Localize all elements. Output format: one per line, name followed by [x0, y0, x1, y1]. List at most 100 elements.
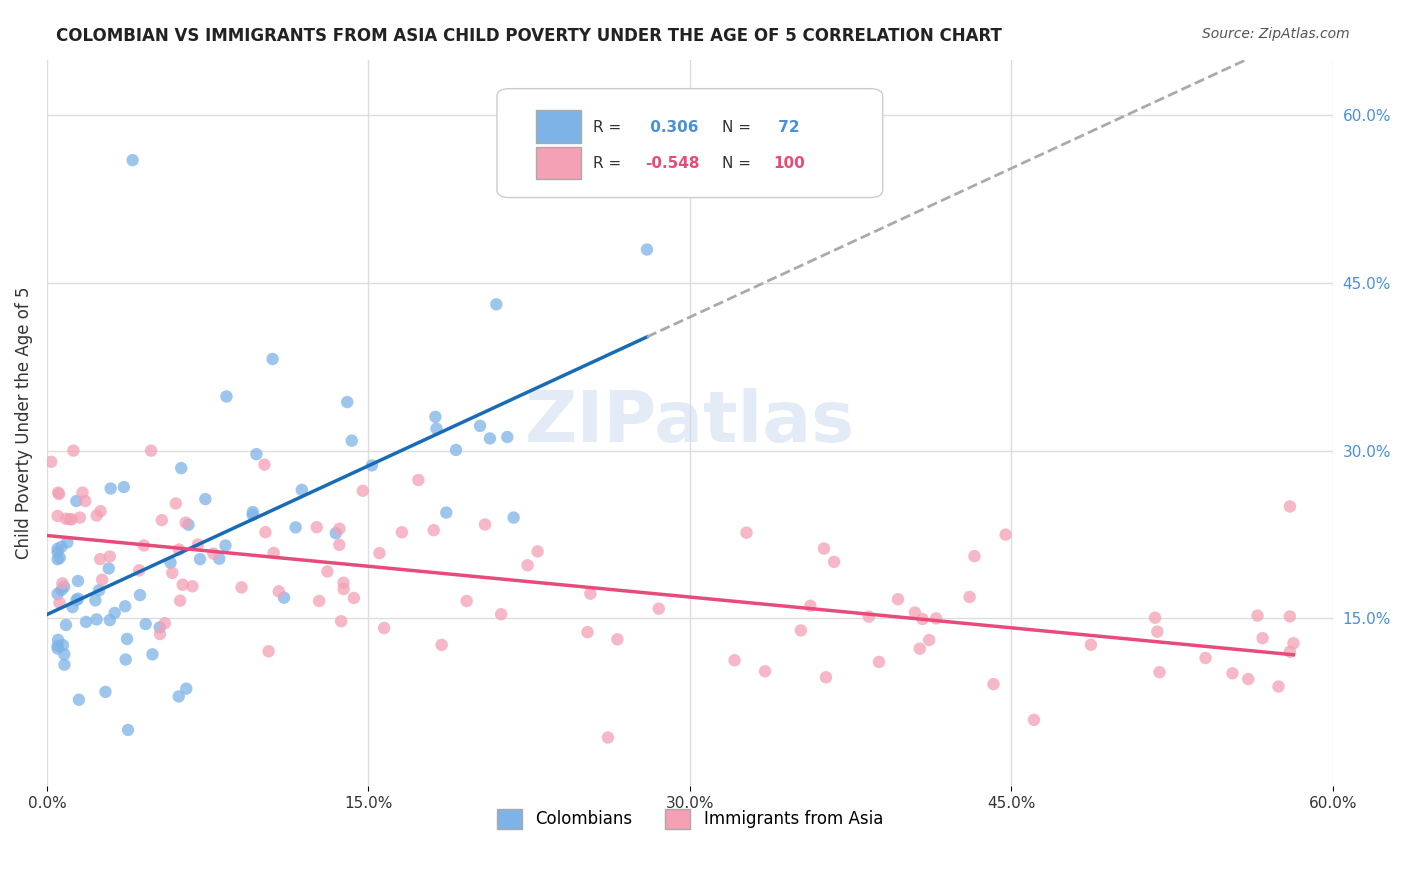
Text: R =: R =	[593, 120, 627, 135]
Point	[868, 655, 890, 669]
Point	[814, 670, 837, 684]
Point	[478, 432, 501, 446]
Point	[149, 627, 172, 641]
Point	[60, 512, 83, 526]
Point	[187, 537, 209, 551]
Point	[425, 422, 447, 436]
Point	[48, 596, 70, 610]
Point	[86, 508, 108, 523]
Point	[242, 505, 264, 519]
Point	[153, 616, 176, 631]
Point	[46, 552, 69, 566]
Text: R =: R =	[593, 156, 627, 171]
Point	[456, 594, 478, 608]
Point	[56, 535, 79, 549]
Point	[58, 512, 80, 526]
Point	[162, 566, 184, 580]
Point	[112, 480, 135, 494]
Point	[340, 434, 363, 448]
Point	[1080, 638, 1102, 652]
Point	[813, 541, 835, 556]
Point	[425, 409, 447, 424]
Point	[904, 606, 927, 620]
Text: 0.306: 0.306	[645, 120, 699, 135]
Point	[422, 523, 444, 537]
Point	[1194, 651, 1216, 665]
Text: Source: ZipAtlas.com: Source: ZipAtlas.com	[1202, 27, 1350, 41]
Point	[790, 624, 813, 638]
Point	[132, 538, 155, 552]
Point	[98, 549, 121, 564]
Point	[181, 579, 204, 593]
Point	[391, 525, 413, 540]
Point	[799, 599, 821, 613]
Point	[474, 517, 496, 532]
Point	[62, 600, 84, 615]
Point	[253, 458, 276, 472]
Point	[579, 587, 602, 601]
Point	[1278, 609, 1301, 624]
Point	[291, 483, 314, 497]
Point	[98, 613, 121, 627]
Point	[444, 442, 467, 457]
Point	[208, 551, 231, 566]
Point	[114, 599, 136, 614]
Point	[343, 591, 366, 605]
Point	[49, 550, 72, 565]
Point	[55, 618, 77, 632]
Point	[489, 607, 512, 622]
Point	[1149, 665, 1171, 680]
Point	[262, 351, 284, 366]
Point	[1146, 624, 1168, 639]
Point	[526, 544, 548, 558]
Point	[53, 657, 76, 672]
Point	[648, 601, 671, 615]
Point	[606, 632, 628, 647]
Point	[46, 485, 69, 500]
Point	[46, 545, 69, 559]
Point	[94, 685, 117, 699]
Point	[434, 506, 457, 520]
Point	[887, 592, 910, 607]
Point	[308, 594, 330, 608]
Point	[46, 587, 69, 601]
Point	[1278, 500, 1301, 514]
Point	[959, 590, 981, 604]
Point	[735, 525, 758, 540]
Point	[53, 580, 76, 594]
Point	[1022, 713, 1045, 727]
Text: N =: N =	[721, 120, 756, 135]
Point	[139, 443, 162, 458]
Point	[53, 647, 76, 661]
Text: 72: 72	[773, 120, 800, 135]
Point	[1144, 610, 1167, 624]
Point	[330, 614, 353, 628]
Point	[97, 561, 120, 575]
Point	[496, 430, 519, 444]
Point	[214, 539, 236, 553]
Point	[89, 552, 111, 566]
Point	[117, 723, 139, 737]
Point	[754, 665, 776, 679]
Point	[87, 583, 110, 598]
Text: -0.548: -0.548	[645, 156, 699, 171]
Point	[360, 458, 382, 473]
Point	[167, 542, 190, 557]
Point	[69, 510, 91, 524]
Point	[149, 620, 172, 634]
Point	[516, 558, 538, 573]
FancyBboxPatch shape	[496, 88, 883, 197]
Point	[325, 526, 347, 541]
Point	[169, 593, 191, 607]
Point	[48, 487, 70, 501]
Point	[328, 538, 350, 552]
Point	[46, 508, 69, 523]
Point	[925, 611, 948, 625]
Point	[172, 578, 194, 592]
Point	[485, 297, 508, 311]
Point	[121, 153, 143, 168]
Point	[65, 593, 87, 607]
Point	[66, 591, 89, 606]
Point	[918, 632, 941, 647]
Point	[245, 447, 267, 461]
